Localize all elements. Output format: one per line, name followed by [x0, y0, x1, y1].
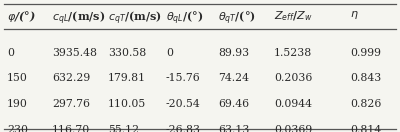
- Text: $\theta_{qL}$/(°): $\theta_{qL}$/(°): [166, 9, 204, 27]
- Text: $Z_{eff}$/$Z_w$: $Z_{eff}$/$Z_w$: [274, 9, 312, 23]
- Text: 230: 230: [7, 125, 28, 132]
- Text: 110.05: 110.05: [108, 99, 146, 109]
- Text: 0.2036: 0.2036: [274, 73, 312, 83]
- Text: 3935.48: 3935.48: [52, 48, 97, 58]
- Text: 1.5238: 1.5238: [274, 48, 312, 58]
- Text: 190: 190: [7, 99, 28, 109]
- Text: 0.826: 0.826: [350, 99, 381, 109]
- Text: $\varphi$/(°): $\varphi$/(°): [7, 9, 36, 24]
- Text: 0: 0: [7, 48, 14, 58]
- Text: -20.54: -20.54: [166, 99, 201, 109]
- Text: $c_{qL}$/(m/s): $c_{qL}$/(m/s): [52, 9, 105, 27]
- Text: 330.58: 330.58: [108, 48, 146, 58]
- Text: $c_{qT}$/(m/s): $c_{qT}$/(m/s): [108, 9, 162, 27]
- Text: 55.12: 55.12: [108, 125, 139, 132]
- Text: 0.0369: 0.0369: [274, 125, 312, 132]
- Text: 297.76: 297.76: [52, 99, 90, 109]
- Text: 89.93: 89.93: [218, 48, 249, 58]
- Text: -26.83: -26.83: [166, 125, 201, 132]
- Text: 0.0944: 0.0944: [274, 99, 312, 109]
- Text: 63.13: 63.13: [218, 125, 249, 132]
- Text: $\eta$: $\eta$: [350, 9, 359, 21]
- Text: $\theta_{qT}$/(°): $\theta_{qT}$/(°): [218, 9, 256, 27]
- Text: 0.814: 0.814: [350, 125, 381, 132]
- Text: 179.81: 179.81: [108, 73, 146, 83]
- Text: 74.24: 74.24: [218, 73, 249, 83]
- Text: 0: 0: [166, 48, 173, 58]
- Text: 69.46: 69.46: [218, 99, 249, 109]
- Text: 150: 150: [7, 73, 28, 83]
- Text: -15.76: -15.76: [166, 73, 201, 83]
- Text: 0.843: 0.843: [350, 73, 381, 83]
- Text: 0.999: 0.999: [350, 48, 381, 58]
- Text: 116.70: 116.70: [52, 125, 90, 132]
- Text: 632.29: 632.29: [52, 73, 90, 83]
